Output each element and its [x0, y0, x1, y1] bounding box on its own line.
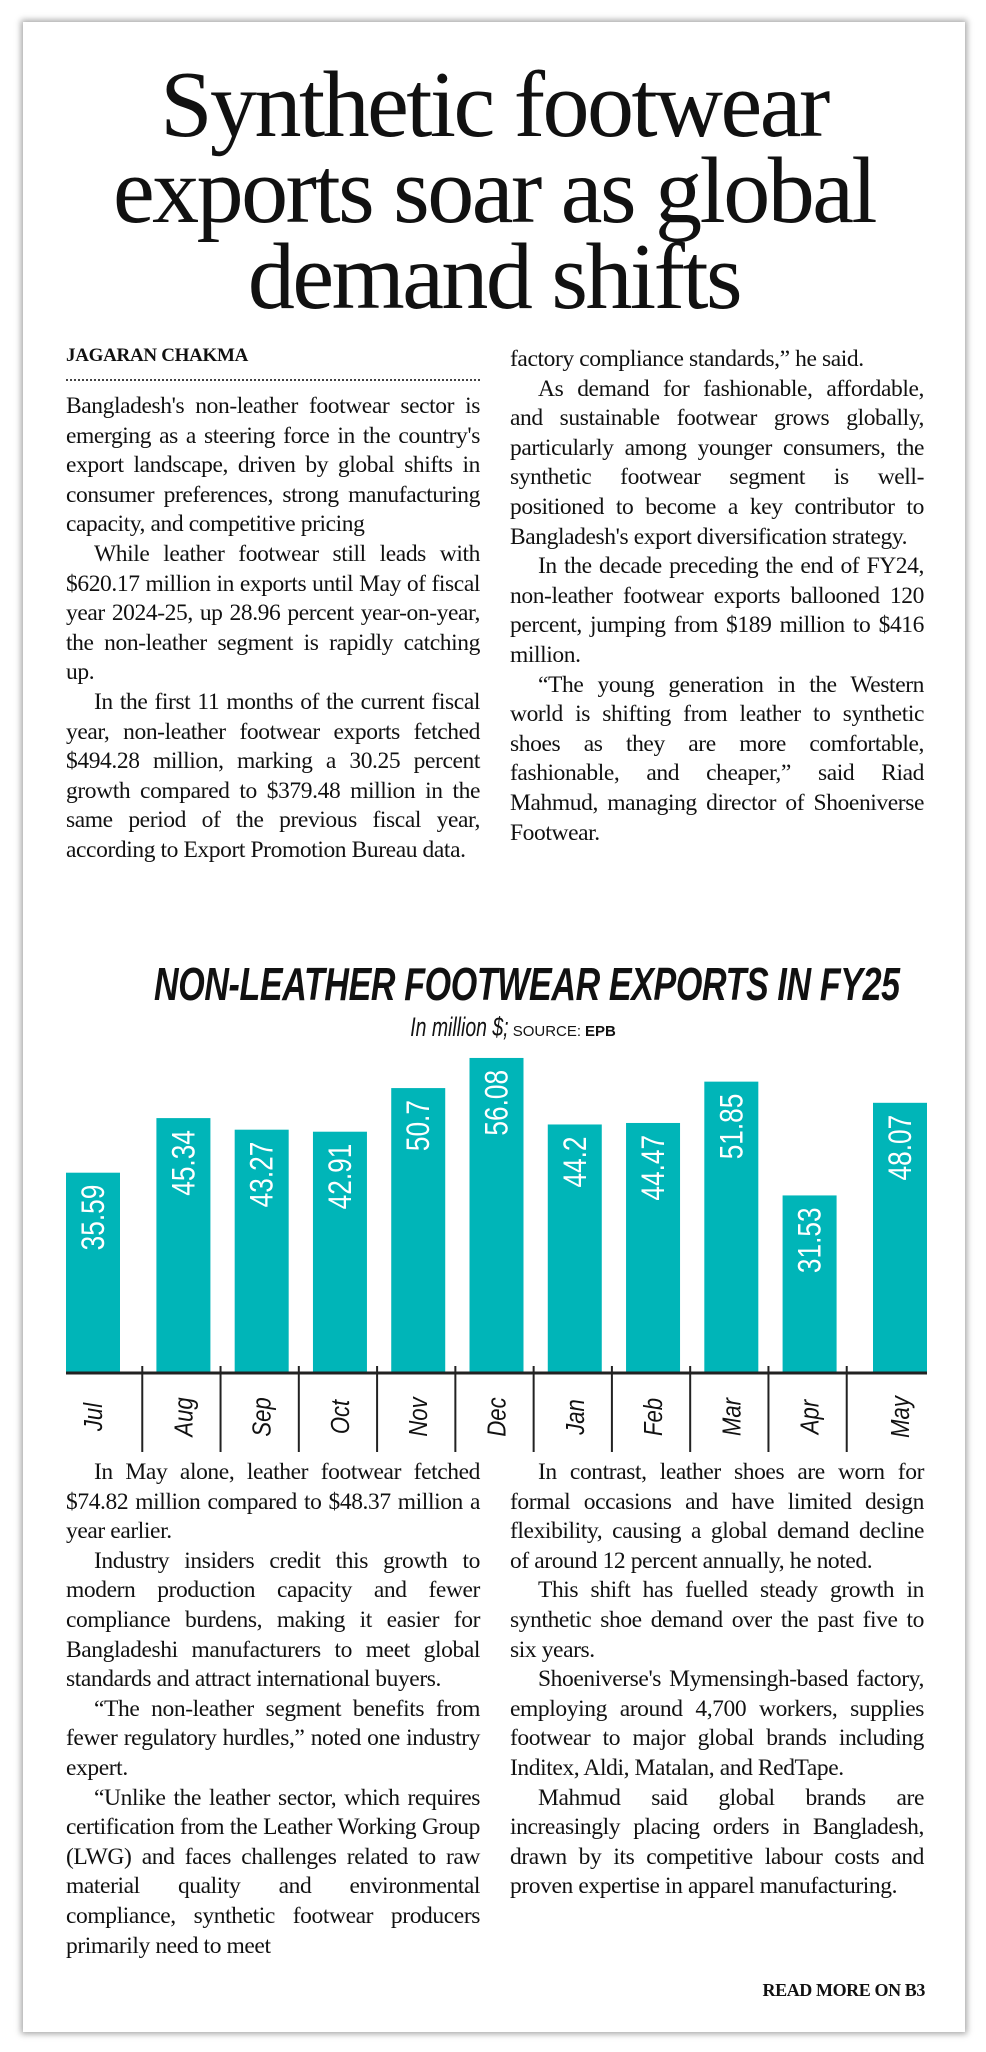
bar-value-label: 44.2 [558, 1136, 593, 1187]
headline-line: Synthetic footwear [160, 53, 830, 157]
bar-dec [469, 1057, 524, 1372]
bar-value-label: 48.07 [884, 1115, 919, 1181]
paragraph: While leather footwear still leads with … [66, 540, 480, 686]
bar-value-label: 31.53 [793, 1207, 828, 1273]
month-label: Mar [718, 1397, 747, 1436]
paragraph: As demand for fashionable, affordable, a… [510, 375, 924, 550]
month-label: Aug [170, 1397, 199, 1439]
month-label: May [886, 1394, 915, 1437]
bar-value-label: 51.85 [715, 1094, 750, 1160]
article-column-top-left: Bangladesh's non-leather footwear sector… [66, 392, 480, 866]
byline-divider [66, 379, 480, 381]
bar-jan [547, 1124, 602, 1372]
bar-value-label: 35.59 [77, 1185, 112, 1251]
paragraph: In contrast, leather shoes are worn for … [510, 1459, 924, 1574]
chart-subtitle: In million $; SOURCE: EPB [23, 1012, 965, 1043]
bar-value-label: 42.91 [324, 1144, 359, 1210]
headline: Synthetic footwear exports soar as globa… [23, 53, 965, 329]
paragraph: factory compliance standards,” he said. [510, 346, 864, 372]
chart-unit: In million $; [410, 1012, 509, 1042]
month-label: Apr [796, 1399, 825, 1436]
article-column-top-right: factory compliance standards,” he said. … [510, 345, 924, 848]
bar-mar [704, 1081, 759, 1372]
chart-source-value: EPB [585, 1023, 616, 1040]
headline-line: exports soar as global [112, 139, 878, 243]
paragraph: This shift has fuelled steady growth in … [510, 1577, 924, 1663]
month-label: Feb [639, 1398, 668, 1436]
month-label: Sep [248, 1397, 277, 1436]
byline: JAGARAN CHAKMA [66, 345, 249, 366]
bar-may [873, 1102, 927, 1372]
article-column-bottom-right: In contrast, leather shoes are worn for … [510, 1458, 924, 1902]
bar-value-label: 50.7 [402, 1100, 437, 1151]
month-label: Dec [483, 1397, 512, 1436]
headline-line: demand shifts [247, 225, 743, 329]
bar-value-label: 43.27 [245, 1142, 280, 1208]
paragraph: In May alone, leather footwear fetched $… [66, 1459, 480, 1545]
month-label: Jul [79, 1402, 108, 1432]
chart-title: NON-LEATHER FOOTWEAR EXPORTS IN FY25 [23, 957, 965, 1011]
paragraph: Mahmud said global brands are increasing… [510, 1784, 924, 1900]
month-label: Jan [561, 1399, 590, 1436]
bar-sep [234, 1129, 289, 1372]
paragraph: Industry insiders credit this growth to … [66, 1547, 480, 1693]
paragraph: “The young generation in the Western wor… [510, 671, 924, 846]
bar-apr [782, 1195, 837, 1372]
article-card: Synthetic footwear exports soar as globa… [23, 22, 965, 2032]
chart-title-text: NON-LEATHER FOOTWEAR EXPORTS IN FY25 [154, 958, 900, 1010]
month-label: Nov [405, 1396, 434, 1437]
paragraph: “The non-leather segment benefits from f… [66, 1695, 480, 1781]
bar-value-label: 45.34 [167, 1130, 202, 1196]
bar-aug [156, 1118, 211, 1372]
bar-oct [312, 1131, 367, 1372]
bar-value-label: 56.08 [480, 1070, 515, 1136]
bar-feb [626, 1122, 681, 1372]
month-label: Oct [326, 1399, 355, 1435]
bar-value-label: 44.47 [637, 1135, 672, 1201]
chart-source-label: SOURCE: [512, 1023, 582, 1040]
bar-nov [391, 1088, 446, 1372]
bar-jul [66, 1172, 120, 1372]
article-column-bottom-left: In May alone, leather footwear fetched $… [66, 1458, 480, 1961]
bar-chart: 35.59 Jul 45.34 Aug 43.27 Sep 42.91 Oct 50.7 Nov 5… [66, 1057, 927, 1452]
paragraph: In the decade preceding the end of FY24,… [510, 553, 924, 668]
paragraph: In the first 11 months of the current fi… [66, 688, 480, 863]
paragraph: Bangladesh's non-leather footwear sector… [66, 393, 480, 538]
paragraph: “Unlike the leather sector, which requir… [66, 1784, 480, 1959]
paragraph: Shoeniverse's Mymensingh-based factory, … [510, 1666, 924, 1781]
read-more-link[interactable]: READ MORE ON B3 [762, 1980, 925, 2000]
